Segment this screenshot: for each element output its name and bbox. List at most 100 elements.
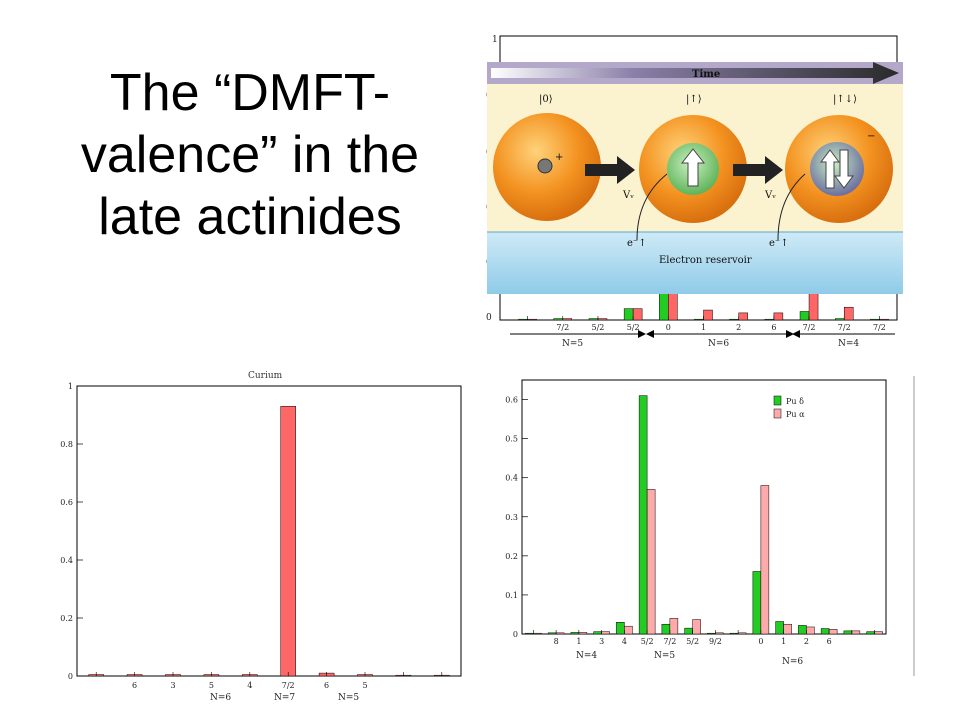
y-tick-label: 1 xyxy=(68,382,73,391)
x-tick-label: 5 xyxy=(209,681,214,690)
legend-label: Pu δ xyxy=(786,397,804,406)
y-tick-label: 0.8 xyxy=(60,440,73,449)
group-label: N=5 xyxy=(562,339,583,349)
arrow-head xyxy=(646,330,654,338)
x-tick-label: 1 xyxy=(781,637,786,646)
atom-core xyxy=(810,142,864,196)
group-label: N=7 xyxy=(274,693,295,703)
x-tick-label: 7/2 xyxy=(282,681,295,690)
electron-label: e⁻↑ xyxy=(769,238,789,249)
bar xyxy=(624,625,633,635)
x-tick-label: 5/2 xyxy=(592,323,605,332)
state-label: |0⟩ xyxy=(539,94,553,105)
x-tick-label: 1 xyxy=(576,637,581,646)
bar xyxy=(684,627,693,635)
bar xyxy=(623,308,634,321)
y-tick-label: 0.5 xyxy=(505,435,518,444)
y-tick-label: 0 xyxy=(486,313,492,323)
x-tick-label: 7/2 xyxy=(803,323,816,332)
legend-swatch xyxy=(773,408,782,419)
group-label: N=5 xyxy=(654,651,675,661)
y-axis: 0 0.2 0.4 0.6 0.8 1 xyxy=(60,382,83,681)
x-tick-label: 3 xyxy=(599,637,604,646)
bar xyxy=(798,625,807,635)
plot-frame xyxy=(521,379,887,635)
y-tick-label: 0.2 xyxy=(60,614,73,623)
curium-chart: Curium 00.20.40.60.81 6 3 5 4 7/2 6 5 N=6 N=7 … xyxy=(60,371,462,703)
bar xyxy=(738,312,748,321)
x-tick-label: 6 xyxy=(324,681,329,690)
bar xyxy=(703,309,713,321)
y-tick-label: 1 xyxy=(492,35,498,45)
time-label: Time xyxy=(692,69,720,80)
x-tick-label: 1 xyxy=(701,323,706,332)
legend-label: Pu α xyxy=(786,410,805,419)
bar xyxy=(578,632,588,635)
x-tick-label: 6 xyxy=(132,681,137,690)
title-line: The “DMFT- xyxy=(109,64,391,122)
spin-up-arrow xyxy=(680,148,706,187)
x-tick-label: 3 xyxy=(170,681,175,690)
y-tick-label: 0.2 xyxy=(505,552,518,561)
arrow-head xyxy=(786,330,794,338)
legend-swatch xyxy=(773,395,782,406)
bar xyxy=(783,623,792,635)
x-tick-label: 9/2 xyxy=(709,637,722,646)
x-tick-label: 6 xyxy=(827,637,832,646)
x-tick-label: 5/2 xyxy=(627,323,640,332)
x-tick-label: 7/2 xyxy=(663,637,676,646)
bar xyxy=(547,632,557,635)
y-tick-label: 0.3 xyxy=(505,513,518,522)
bar xyxy=(729,318,739,321)
bar xyxy=(851,630,861,635)
bar xyxy=(597,318,608,321)
x-tick-label: 8 xyxy=(554,637,559,646)
plutonium-chart: 0 0.1 0.2 0.3 0.4 0.5 0.6 8 1 3 4 5/2 7/2 5/2 9/2 0 1 2 6… xyxy=(505,376,915,676)
x-tick-label: 7/2 xyxy=(838,323,851,332)
group-label: N=6 xyxy=(782,657,803,667)
bar xyxy=(834,318,845,321)
bar xyxy=(638,395,648,635)
group-label: N=4 xyxy=(838,339,859,349)
reservoir-label: Electron reservoir xyxy=(659,255,752,266)
bar xyxy=(866,631,875,635)
legend: Pu δ Pu α xyxy=(773,395,805,419)
transition-arrow xyxy=(585,156,635,184)
bar xyxy=(870,318,880,321)
charge-label: + xyxy=(555,152,563,163)
group-label: N=6 xyxy=(708,339,729,349)
bar xyxy=(555,632,565,635)
x-tick-label: 6 xyxy=(771,323,776,332)
reservoir xyxy=(487,232,903,294)
bar xyxy=(588,318,599,321)
bar xyxy=(593,631,602,635)
x-tick-labels: 8 1 3 4 5/2 7/2 5/2 9/2 0 1 2 6 xyxy=(533,630,875,646)
y-tick-label: 0 xyxy=(68,672,73,681)
y-axis: 0 0.1 0.2 0.3 0.4 0.5 0.6 xyxy=(505,396,528,639)
bar xyxy=(533,632,542,635)
bar xyxy=(553,318,564,321)
x-tick-label: 5/2 xyxy=(686,637,699,646)
bar xyxy=(843,306,854,321)
bar xyxy=(562,318,573,321)
bar xyxy=(661,623,671,635)
bar xyxy=(752,571,762,635)
bar xyxy=(879,318,889,321)
x-tick-label: 4 xyxy=(247,681,252,690)
bar xyxy=(601,631,610,635)
bar xyxy=(764,318,775,321)
x-tick-label: 4 xyxy=(622,637,627,646)
electron-label: e⁻↑ xyxy=(627,238,647,249)
bar xyxy=(799,311,810,321)
bar xyxy=(525,632,534,635)
plot-frame xyxy=(76,385,462,677)
arrow-head xyxy=(792,330,800,338)
bar xyxy=(715,632,724,635)
bar xyxy=(707,632,716,635)
arrow-head xyxy=(638,330,646,338)
x-tick-labels: 7/2 5/2 5/2 0 1 2 6 7/2 7/2 7/2 xyxy=(527,316,886,332)
bar xyxy=(616,622,625,635)
charge-label: − xyxy=(867,131,875,142)
coupling-label: Vᵥ xyxy=(622,190,634,201)
bar xyxy=(669,618,679,635)
